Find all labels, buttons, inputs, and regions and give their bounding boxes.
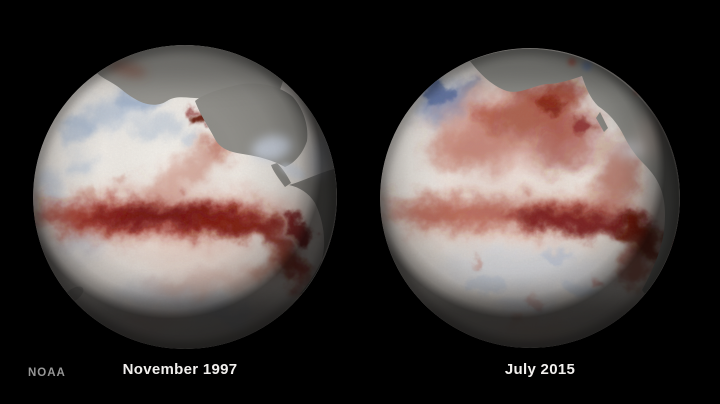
limb-feather	[33, 45, 337, 349]
sphere-shading	[33, 45, 337, 349]
globe-july-2015	[380, 48, 680, 348]
globe-label-november-1997: November 1997	[122, 361, 238, 378]
globe-2015-disc	[380, 48, 680, 348]
limb-feather	[380, 48, 680, 348]
sphere-shading	[380, 48, 680, 348]
globe-1997-disc	[33, 45, 337, 349]
globe-label-july-2015: July 2015	[504, 361, 576, 378]
noaa-credit: NOAA	[28, 367, 66, 379]
globe-november-1997	[33, 45, 337, 349]
